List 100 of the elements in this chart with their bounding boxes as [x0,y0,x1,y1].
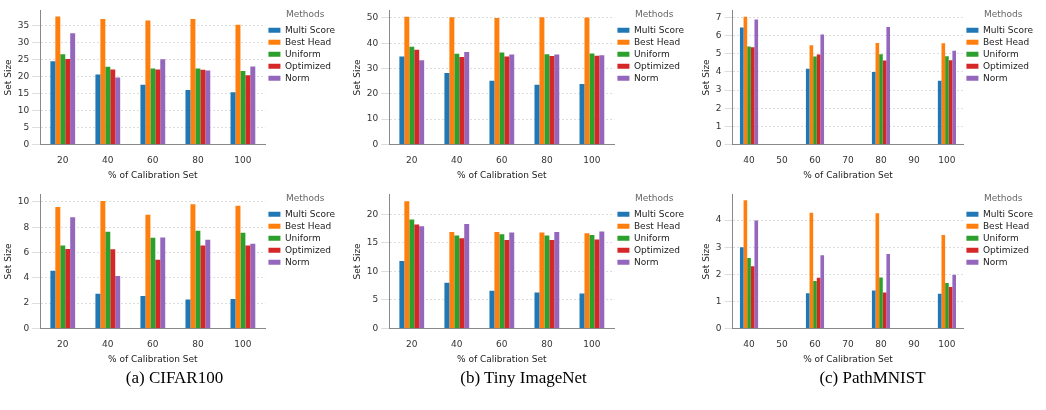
x-tick-label: 60 [147,339,159,350]
bar [95,74,101,144]
bar [200,69,206,144]
x-tick-label: 90 [908,155,920,166]
x-tick-label: 80 [541,339,553,350]
bar [160,59,166,144]
legend-label: Multi Score [982,24,1034,35]
bar [464,52,470,144]
y-tick-label: 10 [17,196,30,207]
x-tick-label: 80 [192,339,204,350]
x-axis-title: % of Calibration Set [108,169,199,180]
bar [879,54,883,144]
bar [886,27,891,144]
legend-label: Best Head [982,36,1030,47]
legend-label: Norm [982,72,1008,83]
bar [55,207,61,328]
legend-label: Optimized [284,60,332,71]
legend-title: Methods [983,192,1023,203]
y-tick-label: 0 [23,322,30,333]
bar [70,33,76,144]
x-tick-label: 90 [908,339,920,350]
legend-label: Optimized [633,60,681,71]
x-tick-label: 60 [809,339,821,350]
legend-label: Norm [284,256,310,267]
bar [150,68,156,144]
bar [454,53,460,144]
bar [599,55,605,144]
legend-label: Optimized [633,244,681,255]
legend-label: Best Head [633,36,681,47]
x-tick-label: 60 [496,339,508,350]
bar [459,238,465,328]
y-tick-label: 50 [366,12,379,23]
x-axis-title: % of Calibration Set [803,169,894,180]
y-tick-label: 25 [17,53,30,64]
bar [250,66,256,144]
bar [150,237,156,328]
bar [60,54,66,144]
bar [155,69,161,144]
bar [100,201,106,328]
bar [754,220,759,328]
bar [444,73,450,144]
bar [554,232,560,328]
x-tick-label: 100 [234,339,252,350]
text: (c) PathMNIST [818,368,927,388]
y-tick-label: 15 [366,237,379,248]
bar [886,253,891,328]
x-tick-label: 20 [57,339,69,350]
y-tick-label: 6 [715,30,722,41]
bar [140,84,146,144]
y-tick-label: 15 [17,87,30,98]
y-tick-label: 35 [17,20,30,31]
bar [539,17,545,144]
y-tick-label: 4 [715,214,722,225]
bar [200,245,206,328]
legend-label: Norm [982,256,1008,267]
y-tick-label: 30 [17,36,30,47]
bar [190,204,196,328]
bar [549,55,555,144]
x-axis-title: % of Calibration Set [457,169,548,180]
x-tick-label: 20 [406,155,418,166]
legend-label: Optimized [982,60,1030,71]
x-tick-label: 100 [583,339,601,350]
x-tick-label: 70 [842,339,854,350]
bar [115,77,121,144]
bar [245,245,251,328]
legend-label: Best Head [982,220,1030,231]
bar [820,34,825,144]
bar [50,270,56,328]
bar [185,90,191,144]
y-axis-title: Set Size [2,58,13,96]
y-tick-label: 10 [17,104,30,115]
y-tick-label: 5 [372,294,379,305]
x-tick-label: 80 [875,155,887,166]
legend-label: Uniform [284,48,321,59]
bar [805,293,810,328]
bar [190,18,196,144]
x-tick-label: 100 [938,155,956,166]
bar [871,71,876,144]
bar [95,293,101,328]
y-tick-label: 10 [366,113,379,124]
y-tick-label: 2 [715,268,722,279]
bar [185,299,191,328]
legend-label: Multi Score [284,24,336,35]
x-tick-label: 70 [842,155,854,166]
x-tick-label: 20 [406,339,418,350]
legend-label: Uniform [633,48,670,59]
x-tick-label: 50 [776,155,789,166]
bar [464,224,470,328]
y-tick-label: 3 [715,84,722,95]
y-tick-label: 0 [715,138,722,149]
bar [250,243,256,328]
bar [205,70,211,144]
bar [65,249,71,328]
x-tick-label: 60 [809,155,821,166]
bar [504,240,510,328]
bar [489,290,495,328]
bar [489,80,495,144]
bar [594,55,600,144]
legend-title: Methods [634,8,674,19]
bar [499,234,505,328]
